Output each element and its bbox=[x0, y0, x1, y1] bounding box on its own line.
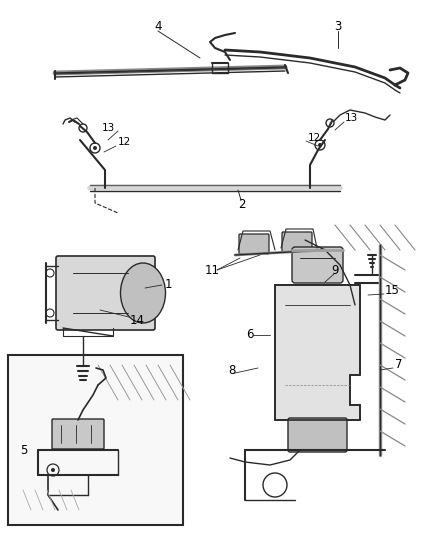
Ellipse shape bbox=[120, 263, 166, 323]
Text: 2: 2 bbox=[238, 198, 246, 212]
Text: 1: 1 bbox=[165, 279, 173, 292]
Text: 3: 3 bbox=[334, 20, 341, 33]
Text: 14: 14 bbox=[130, 313, 145, 327]
Text: 15: 15 bbox=[385, 284, 400, 296]
Text: 13: 13 bbox=[102, 123, 115, 133]
FancyBboxPatch shape bbox=[52, 419, 104, 449]
Text: 13: 13 bbox=[345, 113, 358, 123]
Bar bbox=[8, 355, 183, 525]
FancyBboxPatch shape bbox=[292, 247, 343, 283]
Text: 4: 4 bbox=[154, 20, 162, 33]
Circle shape bbox=[93, 146, 97, 150]
Circle shape bbox=[51, 468, 55, 472]
FancyBboxPatch shape bbox=[288, 418, 347, 452]
Text: 7: 7 bbox=[395, 359, 403, 372]
FancyBboxPatch shape bbox=[282, 232, 312, 252]
Text: 12: 12 bbox=[308, 133, 321, 143]
FancyBboxPatch shape bbox=[56, 256, 155, 330]
Text: 5: 5 bbox=[20, 443, 27, 456]
Text: 12: 12 bbox=[118, 137, 131, 147]
Polygon shape bbox=[275, 285, 360, 420]
Text: 9: 9 bbox=[331, 263, 339, 277]
FancyBboxPatch shape bbox=[239, 234, 269, 254]
Circle shape bbox=[318, 143, 322, 147]
Text: 11: 11 bbox=[205, 263, 220, 277]
Text: 8: 8 bbox=[228, 364, 235, 376]
Text: 6: 6 bbox=[246, 328, 254, 342]
